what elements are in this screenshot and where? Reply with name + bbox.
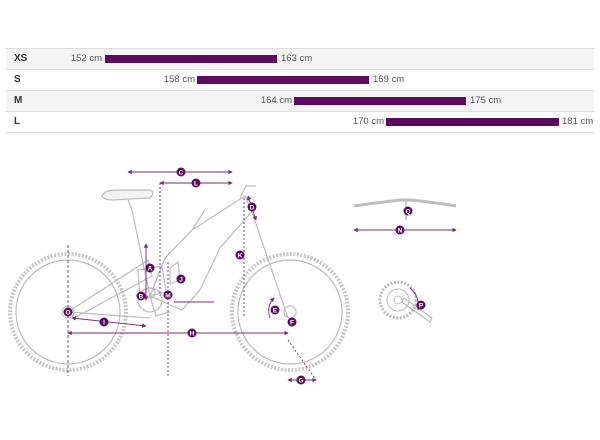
measure-arc-e	[268, 297, 275, 319]
range-bar	[386, 118, 559, 126]
saddle	[101, 189, 154, 211]
range-max: 163 cm	[281, 53, 313, 64]
marker-m-label: M	[165, 292, 170, 299]
marker-l: L	[191, 178, 201, 188]
marker-h-label: H	[190, 330, 195, 337]
size-chart: XS 152 cm 163 cm S 158 cm 169 cm M 164 c…	[6, 48, 594, 133]
range-max: 169 cm	[373, 74, 405, 85]
marker-f: F	[287, 317, 297, 327]
marker-l-label: L	[194, 180, 198, 187]
range-bar	[105, 55, 277, 63]
marker-a-label: A	[148, 265, 153, 272]
size-row-s: S 158 cm 169 cm	[6, 69, 594, 90]
marker-a: A	[145, 263, 155, 273]
marker-i-label: I	[103, 319, 105, 326]
marker-g-label: G	[298, 377, 303, 384]
marker-b: B	[136, 291, 146, 301]
marker-p: P	[416, 300, 426, 310]
range-max: 175 cm	[470, 95, 502, 106]
measure-line-g-trail	[287, 339, 317, 381]
size-row-m: M 164 cm 175 cm	[6, 90, 594, 111]
marker-h: H	[187, 328, 197, 338]
size-label: XS	[14, 53, 28, 64]
size-row-xs: XS 152 cm 163 cm	[6, 48, 594, 69]
range-bar	[294, 97, 466, 105]
marker-i: I	[99, 317, 109, 327]
marker-b-label: B	[139, 293, 144, 300]
range-max: 181 cm	[562, 116, 594, 127]
marker-o: O	[63, 307, 73, 317]
marker-g: G	[296, 375, 306, 385]
marker-q-label: Q	[405, 208, 410, 215]
marker-f-label: F	[290, 319, 294, 326]
chainring	[137, 287, 163, 313]
marker-e: E	[270, 305, 280, 315]
marker-j-label: J	[179, 276, 183, 283]
marker-n-label: N	[398, 227, 403, 234]
marker-n: N	[395, 225, 405, 235]
marker-p-label: P	[419, 302, 424, 309]
front-wheel	[230, 252, 350, 372]
marker-c: C	[176, 167, 186, 177]
measure-line-i	[71, 316, 147, 328]
marker-o-label: O	[65, 309, 70, 316]
crank-inset	[378, 280, 433, 323]
size-label: S	[14, 74, 21, 85]
marker-c-label: C	[179, 169, 184, 176]
range-min: 158 cm	[163, 74, 195, 85]
marker-k: K	[235, 250, 245, 260]
geometry-markers: A B C D E F G H I J K L M N O P Q	[63, 167, 426, 385]
marker-d-label: D	[250, 204, 255, 211]
marker-k-label: K	[238, 252, 243, 259]
bike-outline	[8, 185, 350, 372]
marker-e-label: E	[273, 307, 278, 314]
range-min: 152 cm	[70, 53, 102, 64]
size-row-l: L 170 cm 181 cm	[6, 111, 594, 133]
size-label: L	[14, 116, 21, 127]
range-bar	[197, 76, 369, 84]
range-min: 170 cm	[352, 116, 384, 127]
marker-j: J	[176, 274, 186, 284]
range-min: 164 cm	[260, 95, 292, 106]
marker-q: Q	[403, 206, 413, 216]
marker-m: M	[163, 290, 173, 300]
marker-d: D	[247, 202, 257, 212]
size-label: M	[14, 95, 23, 106]
